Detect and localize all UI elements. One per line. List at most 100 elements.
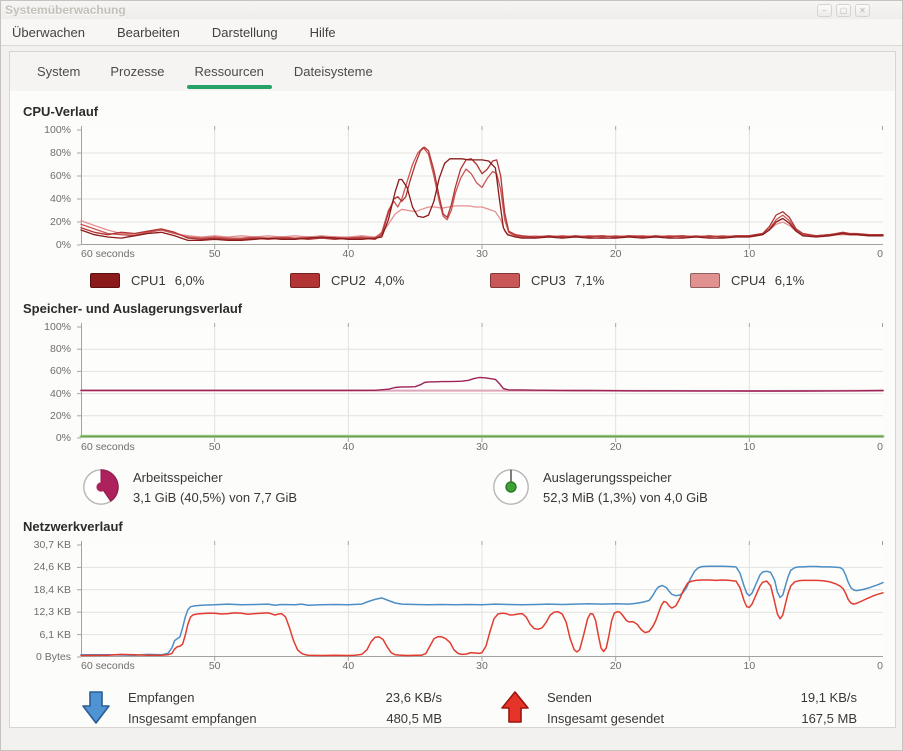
received-label: Empfangen — [128, 690, 195, 705]
y-tick-label: 24,6 KB — [33, 561, 71, 574]
y-tick-label: 100% — [44, 321, 71, 333]
memory-legend-item: Arbeitsspeicher 3,1 GiB (40,5%) von 7,7 … — [82, 468, 492, 506]
cpu-history-chart: 100% 80% 60% 40% 20% 0% 60 seconds 50 40 30 20 10 0 — [23, 124, 895, 263]
network-section-title: Netzwerkverlauf — [23, 519, 123, 534]
y-tick-label: 0 Bytes — [35, 651, 71, 663]
cpu4-value: 6,1% — [774, 273, 805, 288]
cpu1-legend-item: CPU1 6,0% — [90, 273, 290, 288]
network-history-chart: 30,7 KB 24,6 KB 18,4 KB 12,3 KB 6,1 KB 0 Byte… — [23, 539, 895, 675]
network-plot-area — [77, 541, 884, 661]
menu-bar: Überwachen Bearbeiten Darstellung Hilfe — [1, 19, 902, 46]
x-tick-label: 60 seconds — [81, 248, 135, 260]
swap-legend-title: Auslagerungsspeicher — [543, 469, 672, 485]
x-tick-label: 20 — [609, 441, 622, 453]
close-icon[interactable]: ✕ — [855, 3, 870, 17]
minimize-icon[interactable]: – — [817, 3, 832, 17]
memory-x-axis: 60 seconds 50 40 30 20 10 0 — [81, 441, 883, 456]
cpu2-value: 4,0% — [374, 273, 405, 288]
series-CPU1 — [80, 158, 884, 242]
cpu2-legend-item: CPU2 4,0% — [290, 273, 490, 288]
sent-total-label: Insgesamt gesendet — [547, 711, 665, 726]
network-x-axis: 60 seconds 50 40 30 20 10 0 — [81, 660, 883, 675]
memory-history-chart: 100% 80% 60% 40% 20% 0% 60 seconds 50 40 30 20 10 0 — [23, 321, 895, 456]
window-controls: – ▢ ✕ — [817, 3, 898, 17]
y-tick-label: 6,1 KB — [39, 628, 71, 641]
y-tick-label: 100% — [44, 124, 71, 136]
y-tick-label: 40% — [49, 193, 71, 205]
series-Arbeitsspeicher — [80, 376, 884, 392]
received-total-label: Insgesamt empfangen — [128, 711, 257, 726]
x-tick-label: 30 — [476, 248, 488, 260]
tab-prozesse[interactable]: Prozesse — [110, 64, 165, 79]
x-tick-label: 30 — [476, 441, 488, 453]
memory-plot-area — [77, 323, 885, 442]
x-tick-label: 0 — [877, 660, 883, 672]
memory-legend-detail: 3,1 GiB (40,5%) von 7,7 GiB — [133, 489, 298, 505]
x-tick-label: 50 — [208, 660, 221, 672]
y-tick-label: 18,4 KB — [33, 583, 71, 596]
sent-legend-item: Senden 19,1 KB/s Insgesamt gesendet 167,… — [499, 687, 857, 729]
window-title: Systemüberwachung — [5, 3, 126, 17]
y-tick-label: 20% — [49, 216, 71, 228]
memory-y-axis: 100% 80% 60% 40% 20% 0% — [23, 321, 75, 444]
cpu-legend: CPU1 6,0% CPU2 4,0% CPU3 7,1% CPU4 6,1% — [90, 273, 895, 288]
swap-legend-detail: 52,3 MiB (1,3%) von 4,0 GiB — [543, 489, 708, 505]
x-tick-label: 40 — [342, 248, 355, 260]
y-tick-label: 80% — [49, 147, 71, 159]
y-tick-label: 20% — [49, 409, 71, 422]
menu-darstellung[interactable]: Darstellung — [211, 24, 278, 40]
sent-label: Senden — [547, 690, 592, 705]
y-tick-label: 30,7 KB — [33, 539, 71, 551]
cpu4-label: CPU4 — [731, 273, 766, 288]
menu-hilfe[interactable]: Hilfe — [309, 24, 336, 40]
memory-legend: Arbeitsspeicher 3,1 GiB (40,5%) von 7,7 … — [82, 468, 895, 506]
series-Senden — [80, 579, 884, 657]
upload-arrow-icon — [501, 691, 529, 723]
cpu-section-title: CPU-Verlauf — [23, 104, 99, 119]
x-tick-label: 0 — [877, 441, 883, 453]
x-tick-label: 10 — [743, 248, 756, 260]
x-tick-label: 40 — [342, 660, 355, 672]
swap-legend-item: Auslagerungsspeicher 52,3 MiB (1,3%) von… — [492, 468, 708, 506]
x-tick-label: 20 — [609, 660, 622, 672]
cpu-y-axis: 100% 80% 60% 40% 20% 0% — [23, 124, 75, 251]
tab-strip: System Prozesse Ressourcen Dateisysteme — [10, 52, 895, 91]
y-tick-label: 60% — [49, 170, 71, 182]
swap-pie-icon — [493, 469, 529, 505]
maximize-icon[interactable]: ▢ — [836, 3, 851, 17]
x-tick-label: 50 — [208, 441, 221, 453]
resources-panel: System Prozesse Ressourcen Dateisysteme … — [9, 51, 896, 728]
cpu4-legend-item: CPU4 6,1% — [690, 273, 890, 288]
network-legend: Empfangen 23,6 KB/s Insgesamt empfangen … — [80, 687, 895, 729]
x-tick-label: 40 — [342, 441, 355, 453]
network-y-axis: 30,7 KB 24,6 KB 18,4 KB 12,3 KB 6,1 KB 0 Byte… — [23, 539, 75, 663]
received-rate: 23,6 KB/s — [385, 690, 442, 705]
sent-total: 167,5 MB — [801, 711, 857, 726]
memory-pie-icon — [83, 469, 119, 505]
y-tick-label: 80% — [49, 343, 71, 356]
x-tick-label: 30 — [476, 660, 488, 672]
x-tick-label: 0 — [877, 248, 883, 260]
tab-dateisysteme[interactable]: Dateisysteme — [293, 64, 373, 79]
sent-rate: 19,1 KB/s — [800, 690, 857, 705]
tab-system[interactable]: System — [37, 64, 81, 79]
x-tick-label: 60 seconds — [81, 660, 135, 672]
memory-section-title: Speicher- und Auslagerungsverlauf — [23, 301, 243, 316]
cpu3-color-swatch — [490, 273, 520, 288]
cpu-x-axis: 60 seconds 50 40 30 20 10 0 — [81, 248, 883, 263]
title-bar[interactable]: Systemüberwachung – ▢ ✕ — [1, 1, 902, 19]
cpu1-value: 6,0% — [174, 273, 205, 288]
menu-bearbeiten[interactable]: Bearbeiten — [117, 24, 180, 40]
menu-ueberwachen[interactable]: Überwachen — [12, 24, 85, 40]
y-tick-label: 40% — [49, 387, 71, 400]
x-tick-label: 20 — [609, 248, 622, 260]
cpu-plot-area — [77, 126, 884, 249]
cpu4-color-swatch — [690, 273, 720, 288]
tab-ressourcen[interactable]: Ressourcen — [180, 52, 279, 91]
received-total: 480,5 MB — [386, 711, 442, 726]
cpu1-color-swatch — [90, 273, 120, 288]
series-CPU2 — [80, 146, 884, 240]
series-Empfangen — [80, 565, 884, 656]
cpu3-legend-item: CPU3 7,1% — [490, 273, 690, 288]
